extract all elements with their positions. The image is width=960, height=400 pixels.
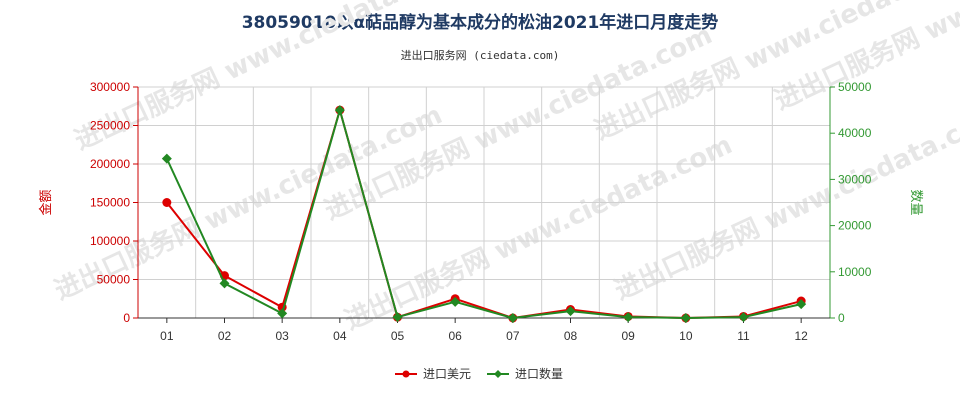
series-2-point — [219, 278, 230, 289]
x-tick-label: 08 — [564, 329, 578, 343]
series-2-point — [738, 312, 749, 323]
x-tick-label: 06 — [448, 329, 462, 343]
legend-swatch-marker-2 — [494, 370, 502, 378]
legend: 进口美元 进口数量 — [395, 366, 563, 381]
right-tick-label: 20000 — [838, 219, 872, 233]
series-2-point — [161, 153, 172, 164]
x-tick-label: 04 — [333, 329, 347, 343]
series-2-point — [623, 312, 634, 323]
watermark-text: 进出口服务网 www.ciedata.com — [610, 100, 960, 306]
x-tick-label: 11 — [737, 329, 750, 343]
left-tick-label: 200000 — [90, 157, 130, 171]
chart-title: 38059010以α萜品醇为基本成分的松油2021年进口月度走势 — [241, 13, 719, 33]
x-tick-label: 09 — [621, 329, 635, 343]
legend-label-1: 进口美元 — [423, 367, 471, 381]
x-tick-label: 01 — [160, 329, 174, 343]
series-layer — [161, 105, 807, 323]
left-tick-label: 300000 — [90, 80, 130, 94]
series-1-point — [162, 198, 172, 207]
x-tick-label: 05 — [391, 329, 405, 343]
series-2-point — [392, 312, 403, 323]
left-tick-label: 150000 — [90, 196, 130, 210]
x-tick-label: 07 — [506, 329, 520, 343]
x-tick-label: 02 — [218, 329, 232, 343]
left-tick-label: 50000 — [97, 273, 131, 287]
legend-label-2: 进口数量 — [515, 366, 563, 381]
right-tick-label: 50000 — [838, 80, 872, 94]
x-tick-label: 10 — [679, 329, 693, 343]
series-2-point — [507, 313, 518, 323]
series-2-point — [277, 308, 288, 319]
series-2-point — [450, 296, 461, 307]
series-line-2 — [165, 106, 802, 320]
y-left-axis-label: 金额 — [38, 189, 54, 215]
left-tick-label: 0 — [123, 311, 130, 325]
x-tick-label: 03 — [275, 329, 289, 343]
series-2-point — [796, 299, 807, 310]
chart-subtitle: 进出口服务网 (ciedata.com) — [400, 49, 560, 62]
right-tick-label: 30000 — [838, 172, 872, 186]
right-tick-label: 40000 — [838, 126, 872, 140]
tick-labels: 0500001000001500002000002500003000000100… — [38, 80, 923, 343]
left-tick-label: 250000 — [90, 119, 130, 133]
right-tick-label: 0 — [838, 311, 845, 325]
legend-swatch-marker-1 — [402, 370, 410, 378]
grid-lines — [137, 86, 831, 319]
series-2-point — [565, 306, 576, 317]
left-tick-label: 100000 — [90, 234, 130, 248]
x-tick-label: 12 — [794, 329, 808, 343]
y-right-axis-label: 数量 — [908, 189, 923, 215]
series-2-point — [334, 105, 345, 116]
series-2-point — [680, 313, 691, 323]
right-tick-label: 10000 — [838, 265, 872, 279]
